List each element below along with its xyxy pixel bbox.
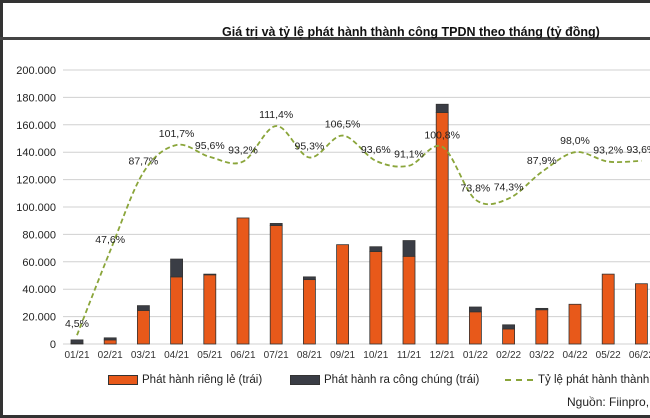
rate-data-label: 106,5%: [325, 119, 361, 131]
rate-data-label: 93,2%: [228, 145, 258, 157]
bar-public: [70, 339, 84, 344]
rate-data-label: 73,8%: [461, 183, 491, 195]
bar-private: [203, 274, 217, 345]
x-tick-label: 03/22: [529, 350, 554, 361]
rate-data-label: 100,8%: [424, 130, 460, 142]
bar-public: [535, 307, 549, 311]
bar-private: [568, 303, 582, 345]
legend-label-rate: Tỷ lệ phát hành thành: [538, 374, 650, 386]
x-tick-label: 04/22: [562, 350, 587, 361]
y-tick-label: 0: [50, 339, 56, 351]
x-tick-label: 01/22: [463, 350, 488, 361]
rate-data-label: 87,7%: [129, 155, 159, 167]
bar-private: [269, 225, 283, 345]
rate-line: [76, 125, 642, 336]
legend-swatch-private: [108, 375, 138, 385]
bar-private: [170, 276, 184, 345]
rate-data-label: 74,3%: [494, 182, 524, 194]
legend-swatch-rate: [505, 379, 533, 381]
x-tick-label: 08/21: [297, 350, 322, 361]
rate-data-label: 95,3%: [295, 140, 325, 152]
bar-public: [468, 306, 482, 313]
bar-private: [468, 311, 482, 345]
y-tick-label: 180.000: [16, 92, 56, 104]
bar-private: [601, 273, 615, 345]
bar-public: [402, 240, 416, 257]
legend-item-public: Phát hành ra công chúng (trái): [290, 374, 479, 386]
bar-public: [302, 276, 316, 281]
x-tick-label: 01/21: [64, 350, 89, 361]
x-tick-label: 12/21: [430, 350, 455, 361]
rate-data-label: 93,2%: [593, 145, 623, 157]
chart-title: Giá trị và tỷ lệ phát hành thành công TP…: [222, 25, 600, 39]
rate-data-label: 101,7%: [159, 128, 195, 140]
legend-item-private: Phát hành riêng lẻ (trái): [108, 374, 262, 386]
bar-public: [170, 258, 184, 278]
rate-data-label: 95,6%: [195, 140, 225, 152]
bar-private: [535, 309, 549, 345]
rate-data-label: 87,9%: [527, 155, 557, 167]
x-tick-label: 02/21: [98, 350, 123, 361]
y-tick-label: 120.000: [16, 175, 56, 187]
bar-public: [136, 305, 150, 311]
legend-label-public: Phát hành ra công chúng (trái): [324, 374, 480, 386]
bar-private: [369, 251, 383, 345]
bar-public: [103, 337, 117, 341]
y-tick-label: 160.000: [16, 120, 56, 132]
y-tick-label: 60.000: [22, 257, 56, 269]
title-bar: [0, 0, 650, 40]
x-tick-label: 06/22: [629, 350, 650, 361]
x-tick-label: 11/21: [397, 350, 422, 361]
rate-data-label: 93,6%: [627, 144, 650, 156]
bar-public: [269, 223, 283, 226]
bar-public: [369, 246, 383, 252]
rate-data-label: 111,4%: [259, 109, 293, 121]
x-tick-label: 10/21: [363, 350, 388, 361]
bar-public: [203, 273, 217, 276]
legend-label-private: Phát hành riêng lẻ (trái): [142, 374, 263, 386]
rate-data-label: 4,5%: [65, 318, 89, 330]
rate-data-label: 93,6%: [361, 144, 391, 156]
y-tick-label: 140.000: [16, 147, 56, 159]
bar-private: [402, 255, 416, 345]
rate-data-label: 91,1%: [394, 149, 424, 161]
y-tick-label: 200.000: [16, 65, 56, 77]
x-tick-label: 09/21: [330, 350, 355, 361]
x-tick-label: 05/22: [596, 350, 621, 361]
x-tick-label: 03/21: [131, 350, 156, 361]
legend-swatch-public: [290, 375, 320, 385]
rate-data-label: 47,6%: [95, 234, 125, 246]
x-tick-label: 02/22: [496, 350, 521, 361]
x-tick-label: 06/21: [230, 350, 255, 361]
source-note: Nguồn: Fiinpro,: [567, 395, 650, 409]
bar-private: [136, 310, 150, 345]
y-tick-label: 100.000: [16, 202, 56, 214]
x-tick-label: 04/21: [164, 350, 189, 361]
x-tick-label: 05/21: [197, 350, 222, 361]
bar-private: [236, 217, 250, 345]
rate-data-label: 98,0%: [560, 135, 590, 147]
bar-public: [435, 103, 449, 113]
bar-private: [302, 279, 316, 345]
bar-private: [336, 244, 350, 345]
legend-item-rate: Tỷ lệ phát hành thành: [505, 374, 649, 386]
bar-private: [103, 339, 117, 345]
y-tick-label: 40.000: [22, 284, 56, 296]
x-tick-label: 07/21: [264, 350, 289, 361]
bar-public: [502, 324, 516, 330]
bar-private: [502, 328, 516, 345]
bar-private: [635, 283, 648, 345]
y-tick-label: 20.000: [22, 312, 56, 324]
y-tick-label: 80.000: [22, 229, 56, 241]
